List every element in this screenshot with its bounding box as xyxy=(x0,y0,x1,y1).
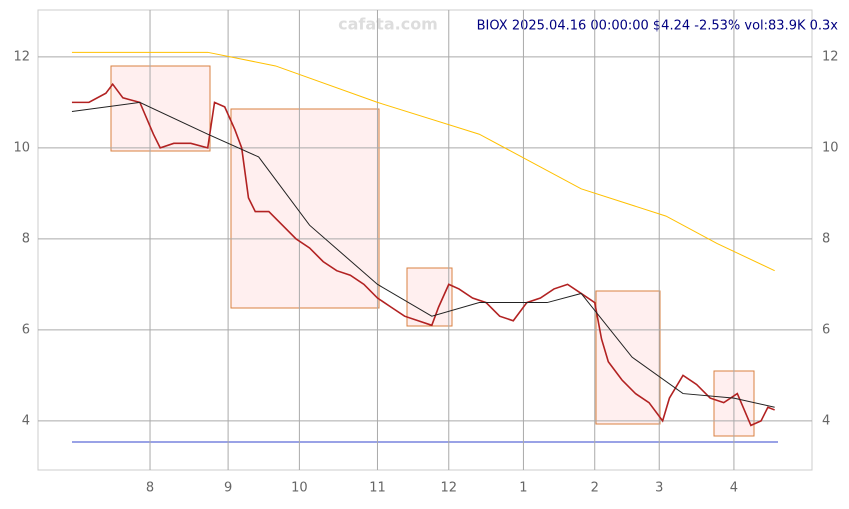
range-box xyxy=(110,65,211,152)
watermark: cafata.com xyxy=(338,15,438,34)
x-tick-label: 8 xyxy=(146,481,154,496)
series-line xyxy=(71,82,775,427)
y-tick-label: 6 xyxy=(822,322,830,337)
y-tick-label: 12 xyxy=(13,49,30,64)
x-tick-label: 10 xyxy=(291,481,308,496)
range-box xyxy=(406,267,453,327)
y-tick-label: 4 xyxy=(822,413,830,428)
y-tick-label: 6 xyxy=(22,322,30,337)
y-tick-label: 10 xyxy=(822,140,839,155)
y-tick-label: 8 xyxy=(22,231,30,246)
x-tick-label: 9 xyxy=(224,481,232,496)
x-tick-label: 11 xyxy=(369,481,386,496)
y-tick-label: 12 xyxy=(822,49,839,64)
y-tick-label: 8 xyxy=(822,231,830,246)
series-line xyxy=(71,101,775,408)
x-tick-label: 1 xyxy=(519,481,527,496)
chart-title: BIOX 2025.04.16 00:00:00 $4.24 -2.53% vo… xyxy=(477,19,839,34)
x-tick-label: 2 xyxy=(591,481,599,496)
y-tick-label: 10 xyxy=(13,140,30,155)
range-box xyxy=(230,108,380,309)
x-tick-label: 3 xyxy=(655,481,663,496)
y-tick-label: 4 xyxy=(22,413,30,428)
series-line xyxy=(71,51,775,272)
x-tick-label: 4 xyxy=(730,481,738,496)
x-tick-label: 12 xyxy=(440,481,457,496)
